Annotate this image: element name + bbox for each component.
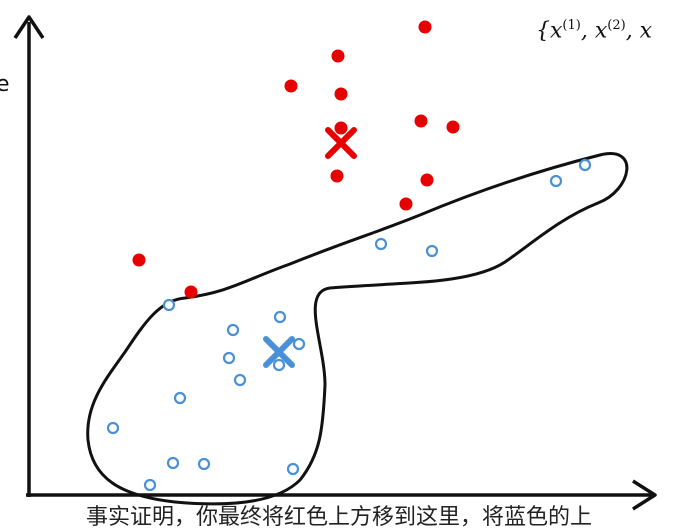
red-point — [132, 253, 146, 267]
red-point — [330, 169, 344, 183]
blue-point — [273, 310, 287, 324]
blue-point — [222, 351, 236, 365]
formula-symbol-2: x — [594, 18, 608, 44]
blue-point — [272, 358, 286, 372]
diagram-canvas — [13, 15, 657, 511]
blue-point — [106, 421, 120, 435]
formula-brace: { — [536, 18, 550, 44]
blue-point — [425, 244, 439, 258]
cluster-boundary — [86, 152, 629, 506]
y-axis-label-fragment: e — [0, 72, 10, 97]
blue-point — [286, 462, 300, 476]
red-point — [399, 197, 413, 211]
red-point — [334, 87, 348, 101]
blue-point — [578, 158, 592, 172]
red-point — [331, 49, 345, 63]
formula-sep: , — [580, 18, 595, 44]
formula-tail: , x — [625, 18, 653, 44]
red-point — [284, 79, 298, 93]
blue-point — [226, 323, 240, 337]
red-point — [414, 114, 428, 128]
formula-sup-1: (1) — [562, 18, 581, 33]
blue-point — [162, 298, 176, 312]
y-axis-arrowhead — [13, 15, 45, 39]
formula-symbol-1: x — [550, 18, 563, 44]
blue-point — [549, 174, 563, 188]
blue-point — [143, 478, 157, 492]
blue-cluster — [106, 158, 592, 492]
blue-point — [166, 456, 180, 470]
x-axis-arrowhead — [632, 479, 657, 511]
blue-point — [292, 337, 306, 351]
red-centroid-marker — [325, 127, 357, 159]
red-point — [420, 173, 434, 187]
formula-text: {x(1), x(2), x — [536, 18, 652, 43]
blue-point — [173, 391, 187, 405]
red-point — [184, 285, 198, 299]
blue-point — [197, 457, 211, 471]
red-point — [418, 20, 432, 34]
red-point — [334, 121, 348, 135]
blue-centroid-marker — [263, 336, 295, 368]
red-point — [446, 120, 460, 134]
blue-point — [233, 373, 247, 387]
subtitle-caption: 事实证明，你最终将红色上方移到这里，将蓝色的上 — [85, 505, 592, 530]
blue-point — [374, 237, 388, 251]
red-cluster — [132, 20, 460, 299]
formula-sup-2: (2) — [607, 18, 626, 33]
